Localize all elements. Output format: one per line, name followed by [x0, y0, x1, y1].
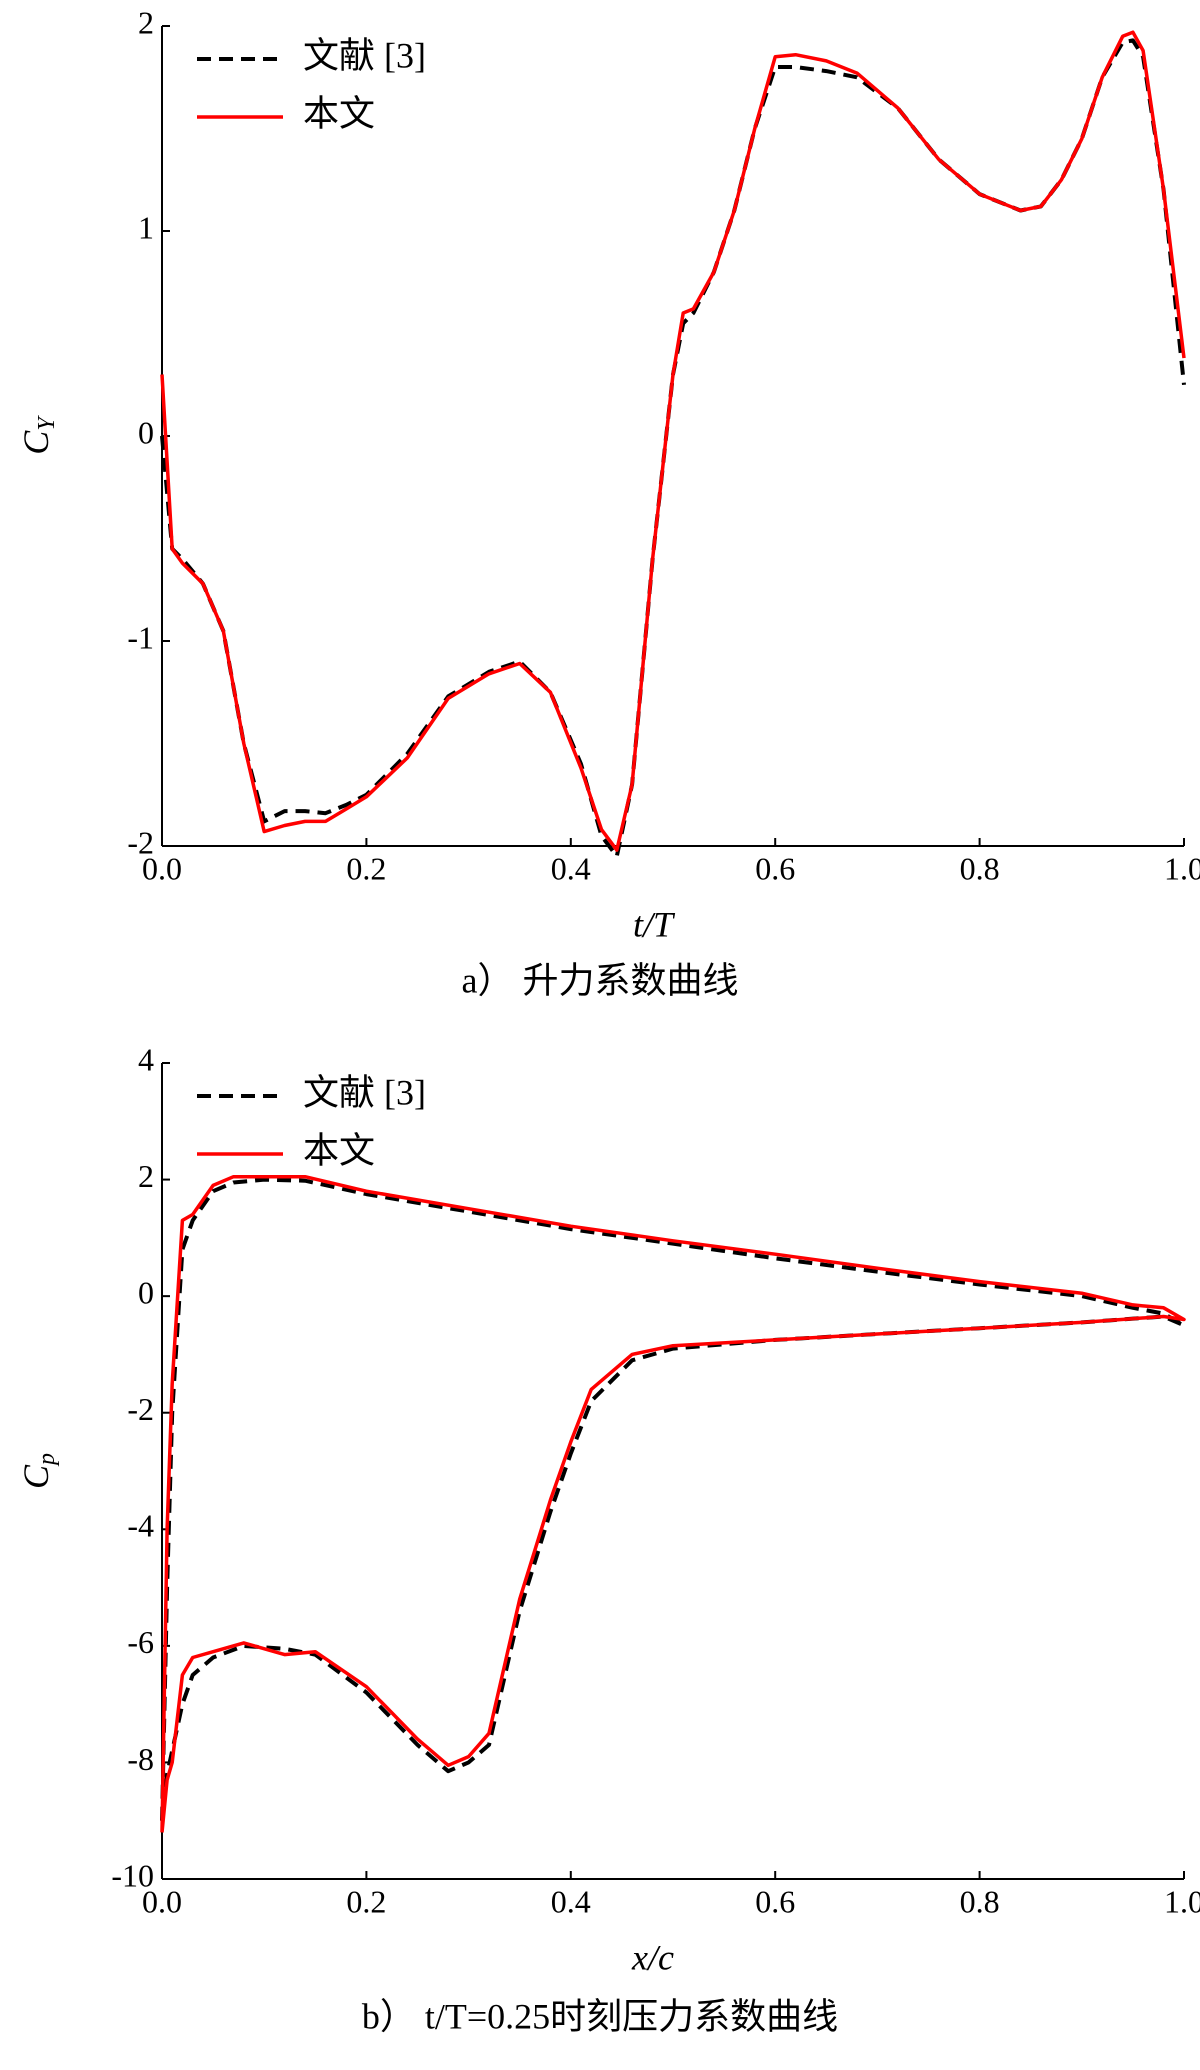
x-tick-label: 0.0	[142, 850, 182, 886]
x-tick-label: 1.0	[1164, 1883, 1200, 1919]
x-axis-label: t/T	[633, 904, 676, 944]
y-tick-label: -1	[127, 619, 154, 655]
y-tick-label: -2	[127, 824, 154, 860]
y-tick-label: -10	[111, 1857, 154, 1893]
y-tick-label: -4	[127, 1508, 154, 1544]
caption: b） t/T=0.25时刻压力系数曲线	[362, 1996, 838, 2036]
series-line	[160, 38, 1186, 859]
y-tick-label: 1	[138, 209, 154, 245]
chart: -10 -8 -6 -4 -2 0 2 4 0.0 0.2 0.4 0.6 0.8 1.0 x/c Cp b） …	[16, 1041, 1200, 2036]
x-tick-label: 0.4	[551, 850, 591, 886]
x-tick-label: 0.6	[755, 1883, 795, 1919]
x-axis-label: x/c	[631, 1937, 674, 1977]
y-label-subscript: Y	[34, 415, 60, 431]
y-tick-label: 0	[138, 1274, 154, 1310]
y-label-symbol: C	[16, 1464, 56, 1489]
x-tick-label: 0.2	[346, 1883, 386, 1919]
x-tick-label: 0.8	[960, 1883, 1000, 1919]
x-tick-label: 1.0	[1164, 850, 1200, 886]
series-line	[160, 1177, 1186, 1821]
x-tick-label: 0.6	[755, 850, 795, 886]
x-tick-label: 0.4	[551, 1883, 591, 1919]
caption: a） 升力系数曲线	[462, 960, 739, 1000]
y-label-symbol: C	[16, 430, 56, 455]
y-tick-label: 0	[138, 414, 154, 450]
y-axis-label: CY	[16, 415, 59, 455]
legend-label: 本文	[303, 1130, 375, 1170]
legend-label: 文献 [3]	[303, 35, 426, 75]
y-tick-label: 4	[138, 1041, 154, 1077]
legend-label: 文献 [3]	[303, 1072, 426, 1112]
y-tick-label: -8	[127, 1741, 154, 1777]
y-label-subscript: p	[34, 1453, 60, 1467]
y-tick-label: 2	[138, 1158, 154, 1194]
x-tick-label: 0.0	[142, 1883, 182, 1919]
y-axis-label: Cp	[16, 1453, 59, 1489]
series-line	[160, 1174, 1186, 1833]
x-tick-label: 0.8	[960, 850, 1000, 886]
x-tick-label: 0.2	[346, 850, 386, 886]
y-tick-label: -2	[127, 1391, 154, 1427]
y-tick-label: 2	[138, 4, 154, 40]
y-tick-label: -6	[127, 1624, 154, 1660]
series-line	[160, 30, 1186, 852]
legend-label: 本文	[303, 93, 375, 133]
